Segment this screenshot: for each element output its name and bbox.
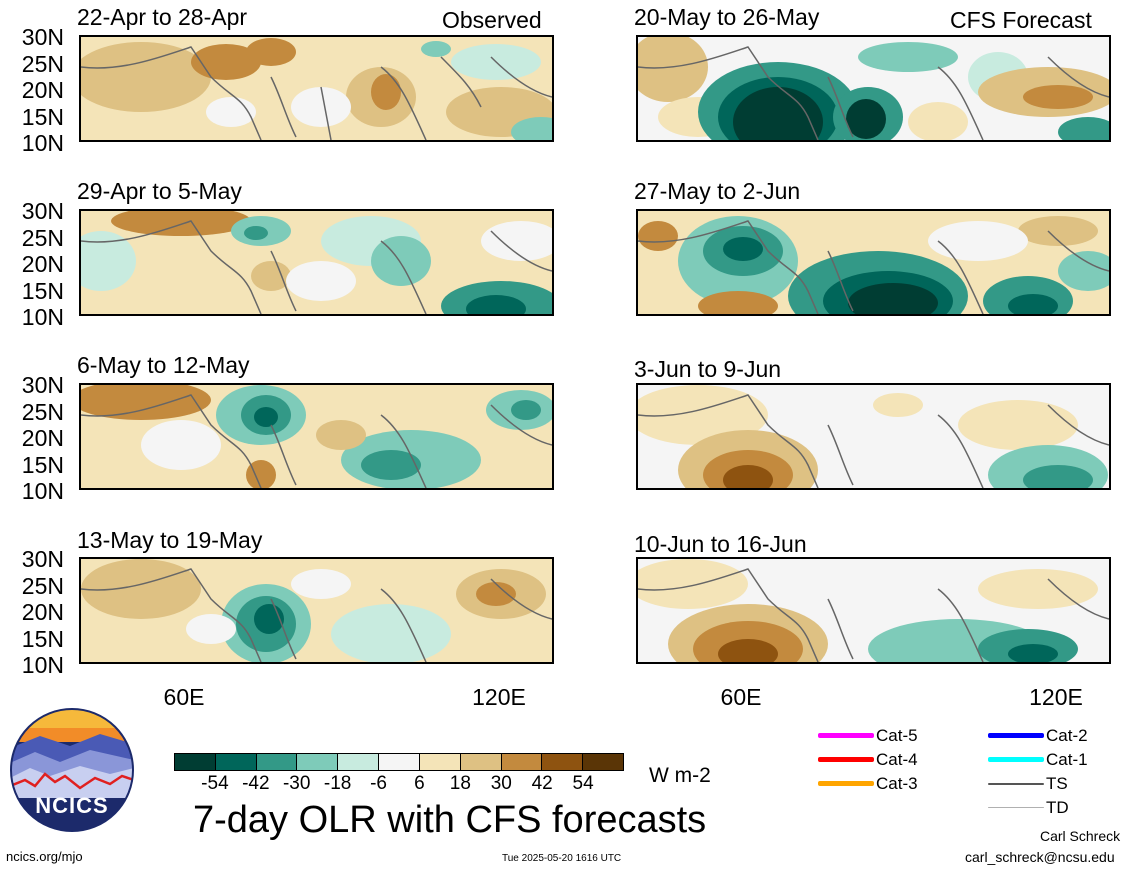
olr-map-7 (81, 559, 552, 662)
lat-label: 20N (21, 425, 64, 451)
colorbar-tick-label: 30 (490, 773, 512, 794)
colorbar-tick-label: -6 (370, 773, 387, 794)
lat-label: 25N (21, 399, 64, 425)
legend-label-td: TD (1046, 798, 1069, 817)
legend-label-cat-1: Cat-1 (1046, 750, 1088, 769)
lat-label: 15N (21, 452, 64, 478)
colorbar-swatch (175, 754, 215, 770)
colorbar-swatch (378, 754, 419, 770)
colorbar-tick-label: -18 (323, 773, 352, 794)
map-panel-4 (636, 209, 1111, 316)
legend-line-cat-1 (988, 757, 1044, 762)
main-title: 7-day OLR with CFS forecasts (193, 799, 707, 841)
legend-line-cat-2 (988, 733, 1044, 738)
olr-map-5 (81, 385, 552, 488)
colorbar-swatch (582, 754, 623, 770)
lat-label: 20N (21, 77, 64, 103)
lon-label-right-60e: 60E (720, 684, 762, 710)
legend-label-ts: TS (1046, 774, 1068, 793)
legend-label-cat-5: Cat-5 (876, 726, 918, 745)
panel-1-title: 22-Apr to 28-Apr (77, 4, 248, 30)
map-panel-8 (636, 557, 1111, 664)
ncics-logo-graphic (10, 708, 134, 832)
colorbar-swatch (459, 754, 501, 770)
colorbar-tick-label: 6 (414, 773, 425, 794)
footer-url[interactable]: ncics.org/mjo (6, 849, 83, 864)
panel-2-title: 20-May to 26-May (634, 4, 820, 30)
olr-map-8 (638, 559, 1109, 662)
olr-map-1 (81, 37, 552, 140)
olr-map-4 (638, 211, 1109, 314)
legend-label-cat-2: Cat-2 (1046, 726, 1088, 745)
map-panel-5 (79, 383, 554, 490)
panel-7-title: 13-May to 19-May (77, 527, 263, 553)
colorbar-swatch (337, 754, 379, 770)
lat-label: 10N (21, 304, 64, 330)
footer-author: Carl Schreck (1040, 828, 1121, 844)
panel-8-title: 10-Jun to 16-Jun (634, 531, 807, 557)
olr-map-6 (638, 385, 1109, 488)
logo-text: NCICS (35, 793, 109, 818)
colorbar-swatch (418, 754, 460, 770)
lat-label: 10N (21, 478, 64, 504)
lat-label: 20N (21, 599, 64, 625)
panel-4-title: 27-May to 2-Jun (634, 178, 801, 204)
panel-6-title: 3-Jun to 9-Jun (634, 356, 782, 382)
legend-line-ts (988, 783, 1044, 785)
lat-label: 15N (21, 104, 64, 130)
lon-label-left-120e: 120E (472, 684, 526, 710)
legend-line-td (988, 807, 1044, 808)
lat-label: 30N (21, 198, 64, 224)
panel-2-tag: CFS Forecast (950, 7, 1092, 33)
map-panel-3 (79, 209, 554, 316)
colorbar-tick-label: -54 (201, 773, 229, 794)
lat-label: 15N (21, 626, 64, 652)
colorbar-tick-label: -30 (282, 773, 311, 794)
footer-email[interactable]: carl_schreck@ncsu.edu (965, 849, 1115, 865)
legend-label-cat-3: Cat-3 (876, 774, 918, 793)
map-panel-2 (636, 35, 1111, 142)
lat-label: 25N (21, 573, 64, 599)
panel-5-title: 6-May to 12-May (77, 352, 250, 378)
lat-label: 25N (21, 225, 64, 251)
lat-label: 30N (21, 24, 64, 50)
lat-label: 20N (21, 251, 64, 277)
legend-line-cat-5 (818, 733, 874, 738)
panel-3-title: 29-Apr to 5-May (77, 178, 242, 204)
colorbar-swatch (214, 754, 256, 770)
colorbar-swatch (541, 754, 583, 770)
colorbar-swatch (255, 754, 297, 770)
lat-label: 10N (21, 130, 64, 156)
lat-label: 30N (21, 372, 64, 398)
colorbar-tick-label: -42 (242, 773, 270, 794)
lat-label: 30N (21, 546, 64, 572)
lon-label-left-60e: 60E (163, 684, 205, 710)
colorbar (174, 753, 624, 771)
lon-label-right-120e: 120E (1029, 684, 1083, 710)
colorbar-swatch (500, 754, 542, 770)
panel-1-tag: Observed (442, 7, 542, 33)
map-panel-7 (79, 557, 554, 664)
legend-label-cat-4: Cat-4 (876, 750, 918, 769)
footer-timestamp: Tue 2025-05-20 1616 UTC (502, 853, 622, 864)
lat-label: 10N (21, 652, 64, 678)
colorbar-tick-label: 42 (531, 773, 553, 794)
legend-line-cat-3 (818, 781, 874, 786)
legend-line-cat-4 (818, 757, 874, 762)
colorbar-tick-label: 54 (572, 773, 594, 794)
olr-map-3 (81, 211, 552, 314)
ncics-logo: NCICS (10, 708, 134, 832)
lat-label: 25N (21, 51, 64, 77)
map-panel-1 (79, 35, 554, 142)
colorbar-unit: W m-2 (649, 764, 711, 787)
map-panel-6 (636, 383, 1111, 490)
colorbar-swatch (296, 754, 338, 770)
olr-map-2 (638, 37, 1109, 140)
lat-label: 15N (21, 278, 64, 304)
colorbar-tick-label: 18 (449, 773, 471, 794)
